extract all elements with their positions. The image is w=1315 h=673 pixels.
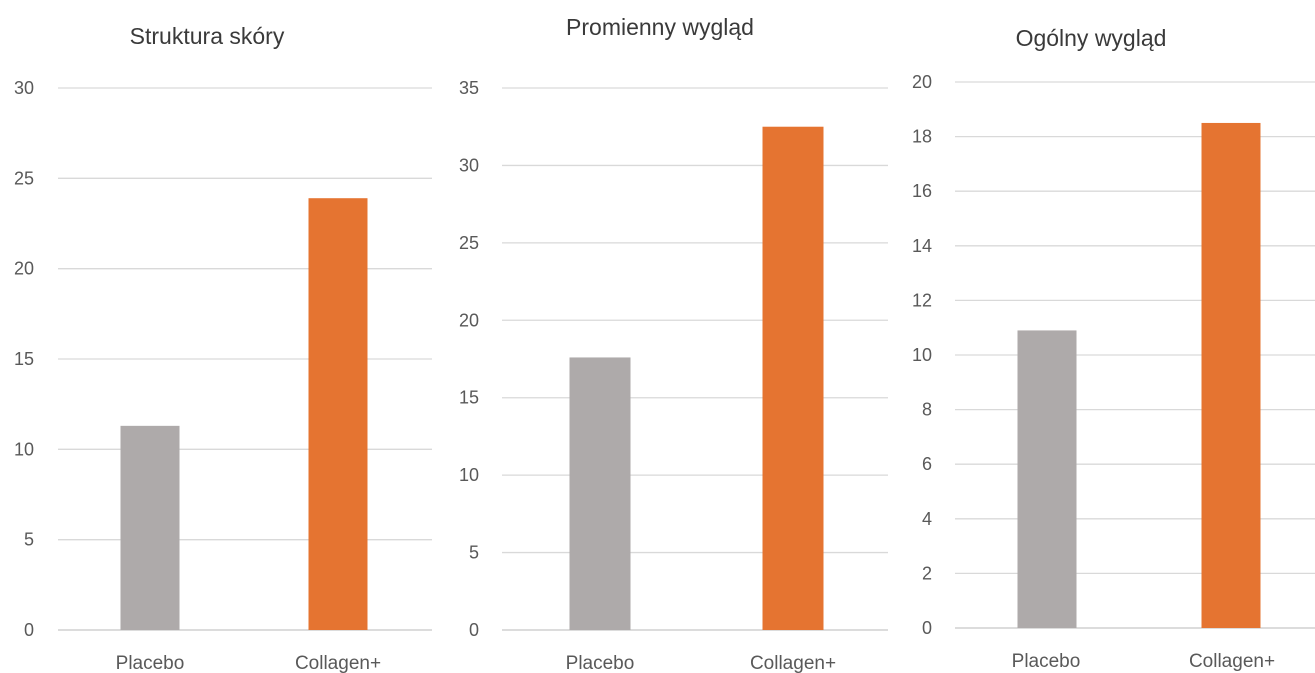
y-tick-label: 16: [912, 181, 932, 201]
bar-collagen-: [762, 126, 824, 630]
y-tick-label: 35: [459, 78, 479, 98]
bar-collagen-: [308, 198, 368, 630]
y-tick-label: 25: [14, 168, 34, 188]
chart-title: Struktura skóry: [130, 23, 285, 49]
y-tick-label: 10: [14, 439, 34, 459]
bar-placebo: [1017, 330, 1077, 628]
category-label: Collagen+: [295, 653, 381, 673]
y-tick-label: 20: [14, 259, 34, 279]
category-label: Collagen+: [1189, 651, 1275, 672]
category-label: Collagen+: [750, 653, 836, 673]
chart-struktura-skory: Struktura skóry 0 5 10 15 20 25 30 Placebo Col…: [14, 23, 432, 673]
category-label: Placebo: [116, 653, 185, 673]
y-tick-label: 0: [24, 620, 34, 640]
y-tick-label: 12: [912, 290, 932, 310]
category-label: Placebo: [566, 653, 635, 673]
bar-placebo: [569, 357, 631, 630]
y-tick-label: 30: [459, 155, 479, 175]
y-tick-label: 6: [922, 454, 932, 474]
y-tick-label: 30: [14, 78, 34, 98]
y-tick-label: 5: [469, 543, 479, 563]
y-tick-label: 2: [922, 563, 932, 583]
chart-title: Ogólny wygląd: [1016, 25, 1167, 51]
y-tick-label: 4: [922, 509, 932, 529]
y-tick-label: 10: [912, 345, 932, 365]
category-label: Placebo: [1012, 651, 1081, 672]
chart-title: Promienny wygląd: [566, 14, 754, 40]
y-tick-label: 15: [14, 349, 34, 369]
y-tick-label: 5: [24, 530, 34, 550]
y-tick-label: 14: [912, 236, 932, 256]
y-tick-label: 20: [912, 72, 932, 92]
y-tick-label: 25: [459, 233, 479, 253]
bar-placebo: [120, 425, 180, 630]
y-tick-label: 18: [912, 127, 932, 147]
y-tick-label: 0: [469, 620, 479, 640]
bar-collagen-: [1201, 122, 1261, 628]
y-tick-label: 8: [922, 400, 932, 420]
y-tick-label: 0: [922, 618, 932, 638]
y-tick-label: 10: [459, 465, 479, 485]
y-tick-label: 15: [459, 388, 479, 408]
y-tick-label: 20: [459, 310, 479, 330]
